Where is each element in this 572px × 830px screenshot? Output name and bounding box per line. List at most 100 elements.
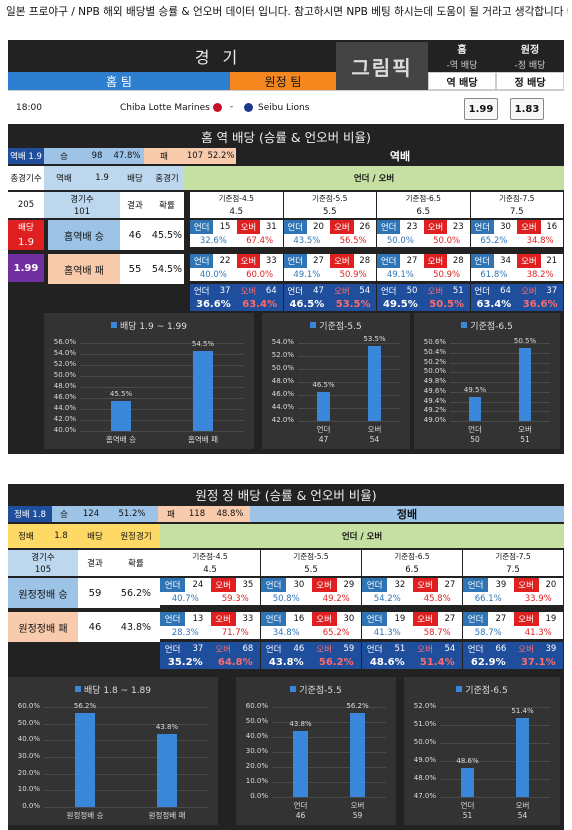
lions-logo-icon xyxy=(244,103,253,112)
marines-logo-icon xyxy=(213,103,222,112)
away-col-header: 원정 xyxy=(496,40,564,56)
total-under-rate: 63.4% xyxy=(470,297,518,311)
gridline xyxy=(80,387,244,388)
data-label: 51.4% xyxy=(511,706,534,715)
bar xyxy=(515,717,530,797)
win-count: 124 xyxy=(76,506,106,522)
gridline xyxy=(44,707,208,708)
game-time: 18:00 xyxy=(16,103,42,113)
total-under-count: 66 xyxy=(488,642,514,655)
bar xyxy=(518,347,532,421)
row-label: 홈역배 패 xyxy=(48,254,120,284)
y-tick-label: 20.0% xyxy=(245,762,268,770)
y-tick-label: 44.0% xyxy=(271,403,294,411)
category-label: 언더 xyxy=(293,801,308,810)
bar xyxy=(317,391,330,421)
rate-label: 확률 xyxy=(112,550,160,576)
under-rate: 49.1% xyxy=(377,268,424,281)
over-rate: 41.3% xyxy=(513,626,563,639)
over-rate: 33.9% xyxy=(513,592,563,605)
over-label: 오버 xyxy=(517,220,541,234)
over-count: 30 xyxy=(336,612,361,626)
bar-chart: 기준점-5.5 54.0% 52.0% 50.0% 48.0% 46.0% 44.0% 42.… xyxy=(262,313,410,449)
win-label: 승 xyxy=(52,506,76,522)
under-label: 언더 xyxy=(463,612,489,626)
under-rate: 58.7% xyxy=(463,626,514,639)
gridline xyxy=(80,343,244,344)
over-rate: 38.2% xyxy=(517,268,563,281)
baseline-value: 7.5 xyxy=(470,205,563,218)
gridline xyxy=(440,707,550,708)
over-count: 29 xyxy=(336,578,361,592)
under-label: 언더 xyxy=(463,578,489,592)
home-odds-button[interactable]: 1.99 xyxy=(464,98,498,120)
y-tick-label: 48.0% xyxy=(413,774,436,782)
away-odds-button[interactable]: 1.83 xyxy=(510,98,544,120)
over-label: 오버 xyxy=(210,612,236,626)
under-count: 19 xyxy=(387,612,413,626)
baseline-value: 5.5 xyxy=(261,563,361,576)
row-label: 홈역배 승 xyxy=(48,220,120,250)
under-rate: 40.7% xyxy=(160,592,211,605)
total-under-count: 47 xyxy=(306,284,331,297)
total-under-label: 언더 xyxy=(160,642,186,655)
total-over-label: 오버 xyxy=(513,642,539,655)
home-col-header: 홈 xyxy=(428,40,496,56)
gridline xyxy=(298,343,400,344)
over-label: 오버 xyxy=(236,220,261,234)
over-rate: 50.9% xyxy=(423,268,470,281)
over-label: 오버 xyxy=(517,254,541,268)
gridline xyxy=(450,421,550,422)
data-label: 56.2% xyxy=(73,702,97,711)
data-label: 56.2% xyxy=(346,701,369,710)
row-rate: 45.5% xyxy=(150,220,184,250)
total-under-rate: 49.5% xyxy=(377,297,424,311)
gridline xyxy=(450,343,550,344)
y-tick-label: 49.0% xyxy=(413,756,436,764)
y-tick-label: 56.0% xyxy=(53,338,76,346)
gridline xyxy=(440,797,550,798)
section-title: 원정 정 배당 (승률 & 언오버 비율) xyxy=(195,487,377,503)
over-count: 28 xyxy=(353,254,376,268)
under-count: 30 xyxy=(493,220,518,234)
category-label: 원정정배 승 xyxy=(66,811,104,820)
gridline xyxy=(440,761,550,762)
total-over-rate: 53.5% xyxy=(330,297,376,311)
over-rate: 56.5% xyxy=(330,234,376,247)
category-count: 54 xyxy=(517,811,528,820)
y-tick-label: 0.0% xyxy=(250,792,268,800)
under-label: 언더 xyxy=(261,578,287,592)
gridline xyxy=(80,431,244,432)
under-count: 32 xyxy=(387,578,413,592)
gridline xyxy=(272,737,386,738)
under-rate: 65.2% xyxy=(470,234,518,247)
row-count: 55 xyxy=(120,254,150,284)
y-tick-label: 49.8% xyxy=(423,377,446,385)
games-value: 105 xyxy=(8,563,78,576)
over-rate: 50.9% xyxy=(330,268,376,281)
home-team-header: 홈 팀 xyxy=(8,72,230,90)
y-tick-label: 30.0% xyxy=(245,747,268,755)
y-tick-label: 44.0% xyxy=(53,404,76,412)
lose-label: 패 xyxy=(144,148,184,164)
gridline xyxy=(298,395,400,396)
baseline-label: 기준점-5.5 xyxy=(283,192,376,205)
over-count: 35 xyxy=(235,578,260,592)
gridline xyxy=(80,365,244,366)
category-label: 원정정배 패 xyxy=(148,811,186,820)
category-count: 50 xyxy=(470,435,480,444)
category-count: 59 xyxy=(352,811,363,820)
under-label: 언더 xyxy=(362,578,388,592)
total-over-count: 39 xyxy=(538,642,563,655)
y-tick-label: 0.0% xyxy=(22,802,40,810)
total-under-count: 64 xyxy=(493,284,518,297)
intro-text: 일본 프로야구 / NPB 해외 배당별 승률 & 언오버 데이터 입니다. 참… xyxy=(6,4,568,22)
category-label: 홈역배 패 xyxy=(188,435,218,444)
y-tick-label: 52.0% xyxy=(271,351,294,359)
win-label: 승 xyxy=(44,148,84,164)
total-under-rate: 46.5% xyxy=(283,297,331,311)
under-rate: 50.0% xyxy=(377,234,424,247)
over-label: 오버 xyxy=(330,254,354,268)
y-tick-label: 49.6% xyxy=(423,386,446,395)
reverse-odds-header: 역 배당 xyxy=(428,72,496,90)
